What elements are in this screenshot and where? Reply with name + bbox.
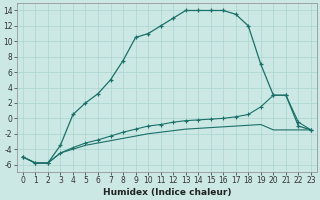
X-axis label: Humidex (Indice chaleur): Humidex (Indice chaleur) [103,188,231,197]
